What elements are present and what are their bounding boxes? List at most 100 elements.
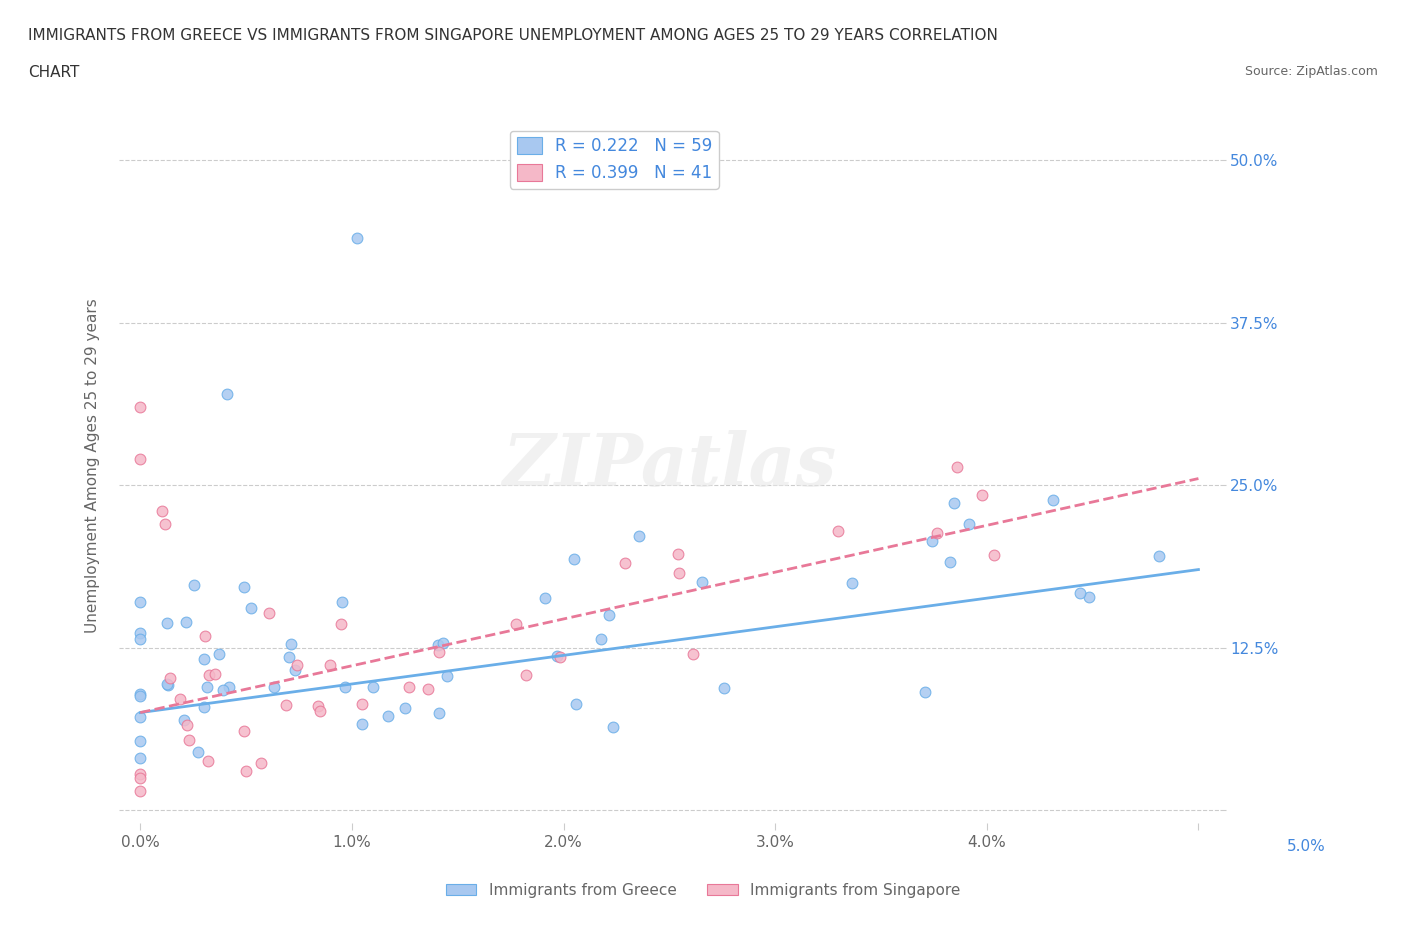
Point <box>193 652 215 667</box>
Point <box>179 733 201 748</box>
Point <box>169 692 191 707</box>
Point <box>187 745 209 760</box>
Point <box>319 658 342 672</box>
Point <box>333 679 356 694</box>
Point <box>377 709 399 724</box>
Point <box>174 615 197 630</box>
Point <box>682 646 704 661</box>
Point <box>546 649 568 664</box>
Point <box>129 632 152 647</box>
Point <box>129 594 152 609</box>
Point <box>309 704 332 719</box>
Point <box>713 680 735 695</box>
Point <box>204 667 226 682</box>
Point <box>394 701 416 716</box>
Point <box>591 631 613 646</box>
Point <box>427 705 450 720</box>
Point <box>418 682 440 697</box>
Point <box>921 534 943 549</box>
Text: Source: ZipAtlas.com: Source: ZipAtlas.com <box>1244 65 1378 78</box>
Point <box>307 699 329 714</box>
Point <box>436 669 458 684</box>
Point <box>1147 549 1170 564</box>
Point <box>534 591 557 605</box>
Point <box>129 452 152 467</box>
Point <box>176 718 198 733</box>
Point <box>946 460 969 475</box>
Point <box>263 680 285 695</box>
Point <box>1077 590 1099 604</box>
Point <box>240 600 263 615</box>
Point <box>690 575 713 590</box>
Point <box>278 649 301 664</box>
Point <box>233 579 256 594</box>
Point <box>427 638 450 653</box>
Point <box>550 650 572 665</box>
Point <box>250 755 273 770</box>
Point <box>233 723 256 737</box>
Point <box>628 529 651 544</box>
Point <box>668 565 690 580</box>
Point <box>346 231 368 246</box>
Point <box>129 771 152 786</box>
Point <box>939 554 962 569</box>
Point <box>280 637 302 652</box>
Point <box>925 525 948 540</box>
Text: CHART: CHART <box>28 65 80 80</box>
Point <box>1042 492 1064 507</box>
Point <box>613 555 636 570</box>
Point <box>330 594 353 609</box>
Point <box>129 766 152 781</box>
Point <box>183 578 205 592</box>
Point <box>942 496 965 511</box>
Y-axis label: Unemployment Among Ages 25 to 29 years: Unemployment Among Ages 25 to 29 years <box>86 299 100 633</box>
Legend: R = 0.222   N = 59, R = 0.399   N = 41: R = 0.222 N = 59, R = 0.399 N = 41 <box>510 130 718 189</box>
Point <box>959 517 981 532</box>
Point <box>129 710 152 724</box>
Point <box>841 576 863 591</box>
Point <box>129 784 152 799</box>
Point <box>983 548 1005 563</box>
Point <box>153 516 176 531</box>
Point <box>217 387 239 402</box>
Point <box>330 617 353 631</box>
Point <box>197 753 219 768</box>
Point <box>598 607 620 622</box>
Text: 5.0%: 5.0% <box>1286 839 1326 854</box>
Point <box>129 686 152 701</box>
Legend: Immigrants from Greece, Immigrants from Singapore: Immigrants from Greece, Immigrants from … <box>440 877 966 904</box>
Point <box>287 658 309 672</box>
Point <box>129 626 152 641</box>
Point <box>970 487 993 502</box>
Point <box>208 646 231 661</box>
Point <box>352 717 374 732</box>
Point <box>827 524 849 538</box>
Point <box>129 400 152 415</box>
Point <box>1069 586 1091 601</box>
Point <box>129 734 152 749</box>
Point <box>129 751 152 765</box>
Point <box>129 688 152 703</box>
Point <box>150 504 173 519</box>
Point <box>284 663 307 678</box>
Point <box>515 668 537 683</box>
Point <box>398 680 420 695</box>
Point <box>602 720 624 735</box>
Point <box>193 700 215 715</box>
Point <box>218 680 240 695</box>
Point <box>173 712 195 727</box>
Point <box>211 683 233 698</box>
Point <box>235 764 257 778</box>
Point <box>274 698 297 712</box>
Point <box>156 677 179 692</box>
Point <box>156 616 179 631</box>
Point <box>195 680 218 695</box>
Point <box>432 636 454 651</box>
Text: ZIPatlas: ZIPatlas <box>502 430 837 501</box>
Point <box>562 551 585 566</box>
Point <box>361 679 384 694</box>
Point <box>156 676 179 691</box>
Point <box>159 671 181 685</box>
Point <box>350 697 373 711</box>
Point <box>914 684 936 699</box>
